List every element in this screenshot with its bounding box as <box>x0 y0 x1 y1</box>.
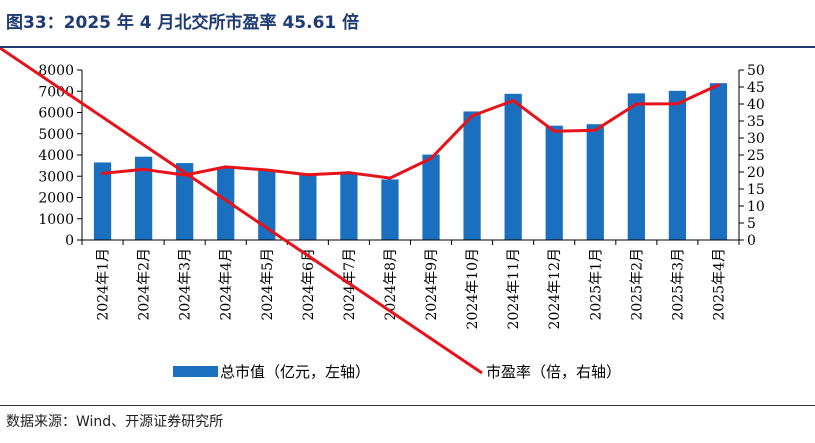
right-tick-label: 0 <box>747 233 756 249</box>
x-tick-label: 2024年9月 <box>424 248 440 321</box>
pe-point <box>306 173 310 177</box>
x-tick-label: 2025年3月 <box>670 248 686 321</box>
pe-point <box>675 102 679 106</box>
left-tick-label: 1000 <box>38 212 74 228</box>
right-tick-label: 35 <box>747 114 765 130</box>
bar <box>176 163 194 240</box>
pe-point <box>593 128 597 132</box>
x-tick-label: 2025年4月 <box>711 248 727 321</box>
right-tick-label: 20 <box>747 165 765 181</box>
left-axis: 0 1000 2000 3000 4000 5000 6000 7000 8000 <box>38 63 83 249</box>
bar <box>381 179 399 240</box>
pe-point <box>101 171 105 175</box>
pe-point <box>224 165 228 169</box>
bar <box>422 154 440 240</box>
source-note: 数据来源：Wind、开源证券研究所 <box>6 414 224 430</box>
pe-point <box>634 102 638 106</box>
x-tick-label: 2025年2月 <box>629 248 645 321</box>
legend-bar-swatch <box>173 366 218 377</box>
bar <box>668 90 687 240</box>
legend-line-swatch <box>0 48 483 375</box>
x-tick-label: 2024年4月 <box>219 248 235 321</box>
pe-point <box>470 114 474 118</box>
pe-point <box>388 176 392 180</box>
pe-point <box>347 171 351 175</box>
figure-title: 图33：2025 年 4 月北交所市盈率 45.61 倍 <box>6 13 360 33</box>
bar <box>299 175 317 240</box>
x-tick-label: 2024年12月 <box>547 248 563 329</box>
right-tick-label: 25 <box>747 148 765 164</box>
bar <box>463 111 481 240</box>
x-tick-label: 2024年11月 <box>506 248 522 329</box>
source-rule <box>0 405 815 406</box>
x-tick-label: 2024年6月 <box>301 248 317 321</box>
bar <box>627 93 645 240</box>
right-tick-label: 5 <box>747 216 756 232</box>
legend: 总市值（亿元，左轴） 市盈率（倍，右轴） <box>0 48 621 381</box>
x-tick-label: 2024年5月 <box>260 248 276 321</box>
right-tick-label: 50 <box>747 63 765 79</box>
pe-point <box>552 129 556 133</box>
left-tick-label: 3000 <box>38 169 74 185</box>
left-tick-label: 4000 <box>38 148 74 164</box>
bar <box>340 173 358 240</box>
bar-series <box>93 83 728 240</box>
pe-point <box>142 167 146 171</box>
title-rule <box>0 46 815 48</box>
line-series <box>101 83 720 180</box>
left-tick-label: 7000 <box>38 84 74 100</box>
x-tick-label: 2024年10月 <box>465 248 481 329</box>
pe-point <box>429 156 433 160</box>
right-tick-label: 15 <box>747 182 765 198</box>
right-tick-label: 30 <box>747 131 765 147</box>
pe-point <box>265 168 269 172</box>
right-tick-label: 40 <box>747 97 765 113</box>
pe-line <box>102 83 720 180</box>
right-tick-label: 10 <box>747 199 765 215</box>
left-tick-label: 2000 <box>38 191 74 207</box>
bar <box>93 162 112 240</box>
legend-line-label: 市盈率（倍，右轴） <box>486 363 621 381</box>
pe-point <box>716 83 720 87</box>
bar <box>258 170 276 240</box>
left-tick-label: 8000 <box>38 63 74 79</box>
pe-point <box>511 99 515 103</box>
bar <box>504 93 522 240</box>
x-tick-label: 2024年2月 <box>137 248 153 321</box>
bar <box>134 156 153 240</box>
legend-bar-label: 总市值（亿元，左轴） <box>220 363 370 381</box>
x-tick-label: 2024年8月 <box>383 248 399 321</box>
bar <box>586 124 604 240</box>
bar <box>217 167 235 240</box>
bar <box>545 125 563 240</box>
left-tick-label: 6000 <box>38 106 74 122</box>
bar <box>709 83 728 240</box>
x-tick-label: 2024年1月 <box>96 248 112 321</box>
x-tick-label: 2024年3月 <box>178 248 194 321</box>
left-tick-label: 5000 <box>38 127 74 143</box>
right-tick-label: 45 <box>747 80 765 96</box>
x-tick-label: 2025年1月 <box>588 248 604 321</box>
x-axis: 2024年1月 2024年2月 2024年3月 2024年4月 2024年5月 2024年… <box>81 239 740 329</box>
left-tick-label: 0 <box>65 233 74 249</box>
